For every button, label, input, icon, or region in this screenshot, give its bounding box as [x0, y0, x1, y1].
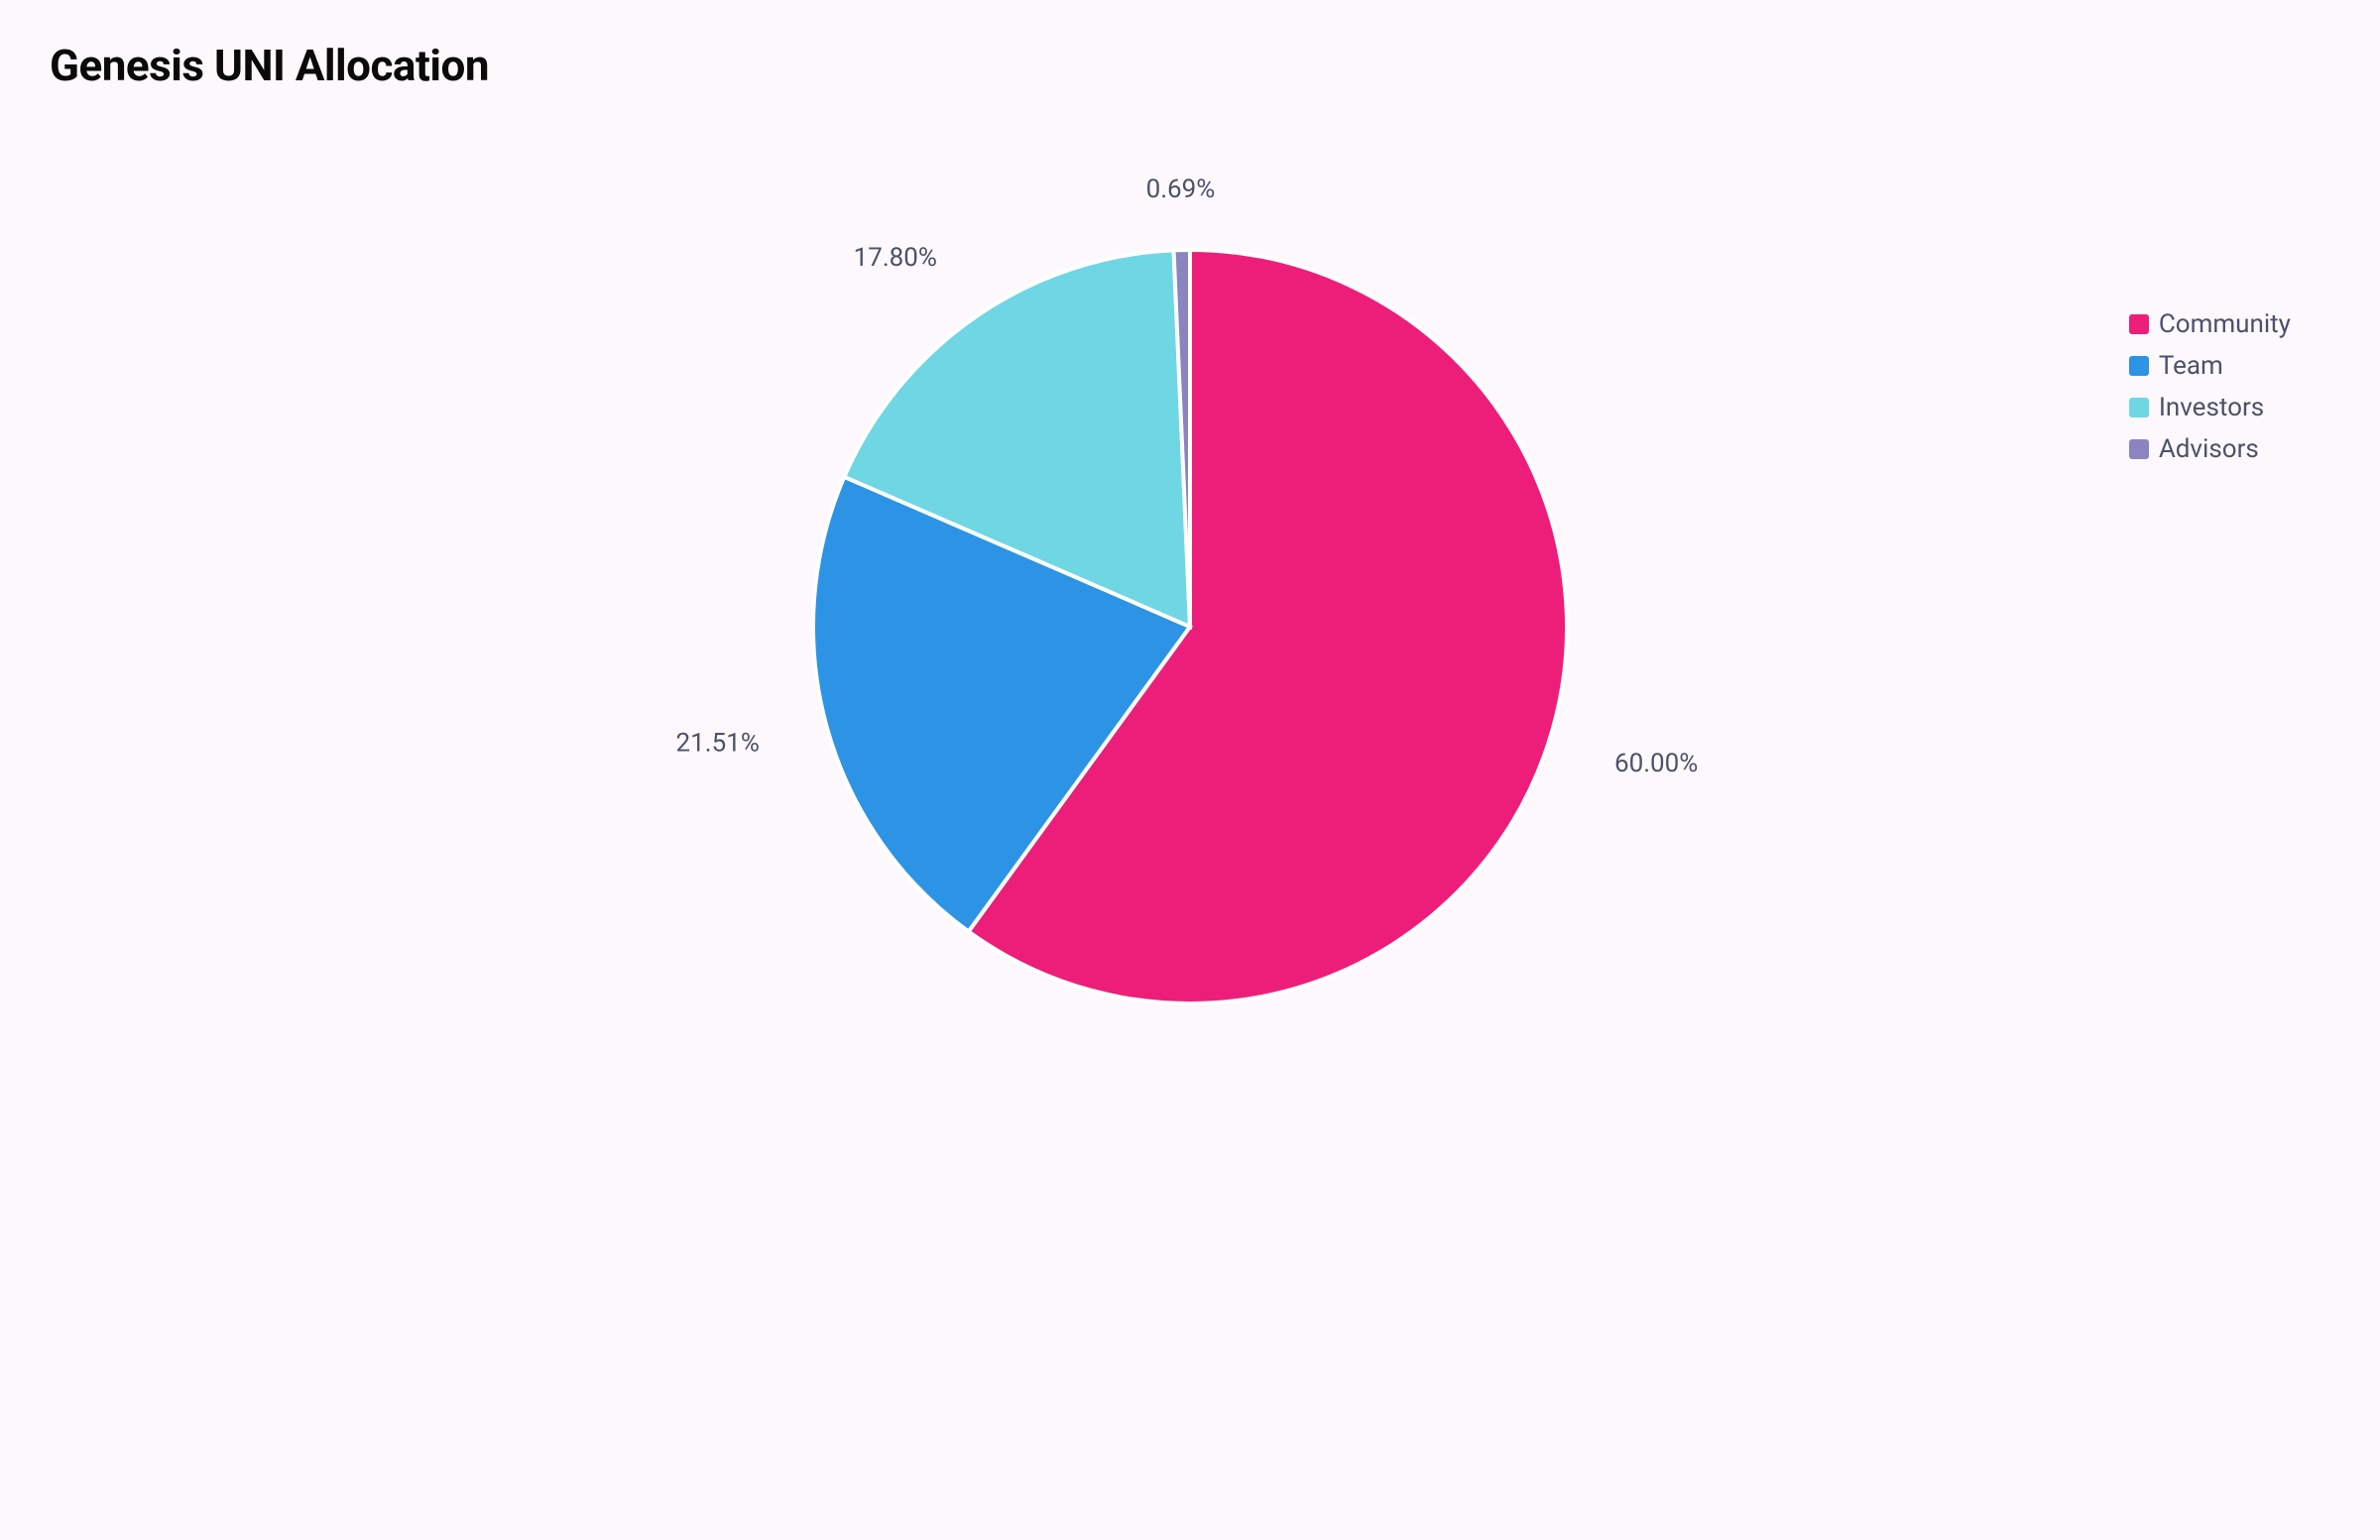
legend-swatch [2129, 439, 2149, 459]
legend-item: Investors [2129, 393, 2291, 422]
legend-swatch [2129, 314, 2149, 334]
slice-label: 21.51% [676, 728, 760, 758]
chart-title: Genesis UNI Allocation [50, 40, 2330, 91]
slice-label: 60.00% [1614, 749, 1698, 778]
legend-swatch [2129, 356, 2149, 376]
legend-item: Advisors [2129, 434, 2291, 464]
pie-chart: 60.00% 21.51% 17.80% 0.69% [654, 111, 1726, 1123]
legend-swatch [2129, 398, 2149, 417]
legend-item: Team [2129, 351, 2291, 381]
legend-label: Team [2159, 351, 2223, 381]
chart-container: 60.00% 21.51% 17.80% 0.69% Community Team Inv… [50, 111, 2330, 1123]
legend-label: Advisors [2159, 434, 2259, 464]
legend-label: Investors [2159, 393, 2264, 422]
slice-label: 0.69% [1146, 175, 1216, 204]
pie-area: 60.00% 21.51% 17.80% 0.69% [654, 111, 1726, 1123]
slice-label: 17.80% [854, 243, 937, 273]
legend-label: Community [2159, 309, 2291, 339]
legend: Community Team Investors Advisors [2129, 309, 2291, 464]
legend-item: Community [2129, 309, 2291, 339]
